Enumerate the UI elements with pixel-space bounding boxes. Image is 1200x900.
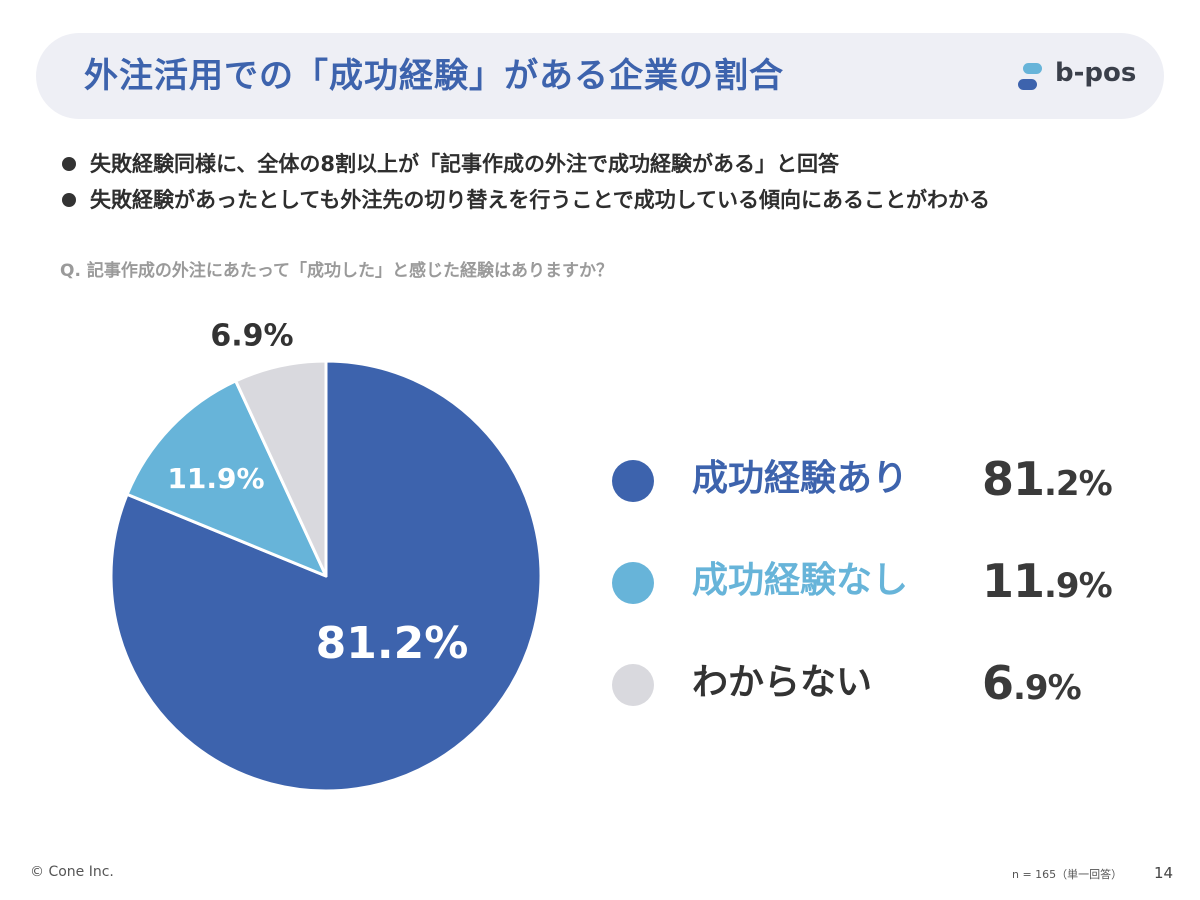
- page-number: 14: [1154, 864, 1174, 882]
- legend-value-int: 11: [982, 554, 1045, 608]
- bullet-dot-icon: [62, 157, 76, 171]
- logo-text: b-pos: [1055, 58, 1137, 88]
- legend-swatch: [612, 562, 654, 604]
- legend-value-int: 81: [982, 452, 1045, 506]
- legend-value: 11.9%: [982, 550, 1113, 623]
- summary-bullet: 失敗経験同様に、全体の8割以上が「記事作成の外注で成功経験がある」と回答: [62, 146, 990, 182]
- legend-value: 81.2%: [982, 448, 1113, 521]
- pie-data-label: 81.2%: [316, 618, 469, 669]
- legend-item: 成功経験あり 81.2%: [612, 448, 1172, 550]
- legend-swatch: [612, 460, 654, 502]
- legend-value-dec: .2%: [1044, 464, 1113, 504]
- legend-label: わからない: [692, 662, 873, 703]
- legend-swatch: [612, 664, 654, 706]
- pie-slice: [125, 379, 328, 578]
- legend-value-dec: .9%: [1013, 668, 1082, 708]
- pie-data-label: 11.9%: [167, 462, 264, 495]
- summary-bullets: 失敗経験同様に、全体の8割以上が「記事作成の外注で成功経験がある」と回答 失敗経…: [62, 146, 990, 218]
- legend-label: 成功経験なし: [692, 560, 909, 601]
- page-title: 外注活用での「成功経験」がある企業の割合: [84, 56, 784, 96]
- survey-question: Q. 記事作成の外注にあたって「成功した」と感じた経験はありますか？: [60, 261, 613, 281]
- title-bar: [36, 33, 1164, 119]
- pie-data-label: 6.9%: [210, 319, 293, 354]
- chart-legend: 成功経験あり 81.2% 成功経験なし 11.9% わからない 6.9%: [612, 448, 1172, 754]
- summary-bullet: 失敗経験があったとしても外注先の切り替えを行うことで成功している傾向にあることが…: [62, 182, 990, 218]
- logo-mark-icon: [1018, 63, 1042, 90]
- copyright: © Cone Inc.: [30, 864, 114, 880]
- summary-bullet-text: 失敗経験同様に、全体の8割以上が「記事作成の外注で成功経験がある」と回答: [90, 152, 839, 176]
- legend-item: 成功経験なし 11.9%: [612, 550, 1172, 652]
- summary-bullet-text: 失敗経験があったとしても外注先の切り替えを行うことで成功している傾向にあることが…: [90, 188, 991, 212]
- bullet-dot-icon: [62, 193, 76, 207]
- pie-slice: [234, 359, 328, 578]
- sample-size: n = 165（単一回答）: [1012, 868, 1123, 881]
- legend-value-int: 6: [982, 656, 1014, 710]
- legend-value-dec: .9%: [1044, 566, 1113, 606]
- legend-label: 成功経験あり: [692, 458, 909, 499]
- legend-value: 6.9%: [982, 652, 1082, 725]
- legend-item: わからない 6.9%: [612, 652, 1172, 754]
- pie-slice: [109, 359, 543, 793]
